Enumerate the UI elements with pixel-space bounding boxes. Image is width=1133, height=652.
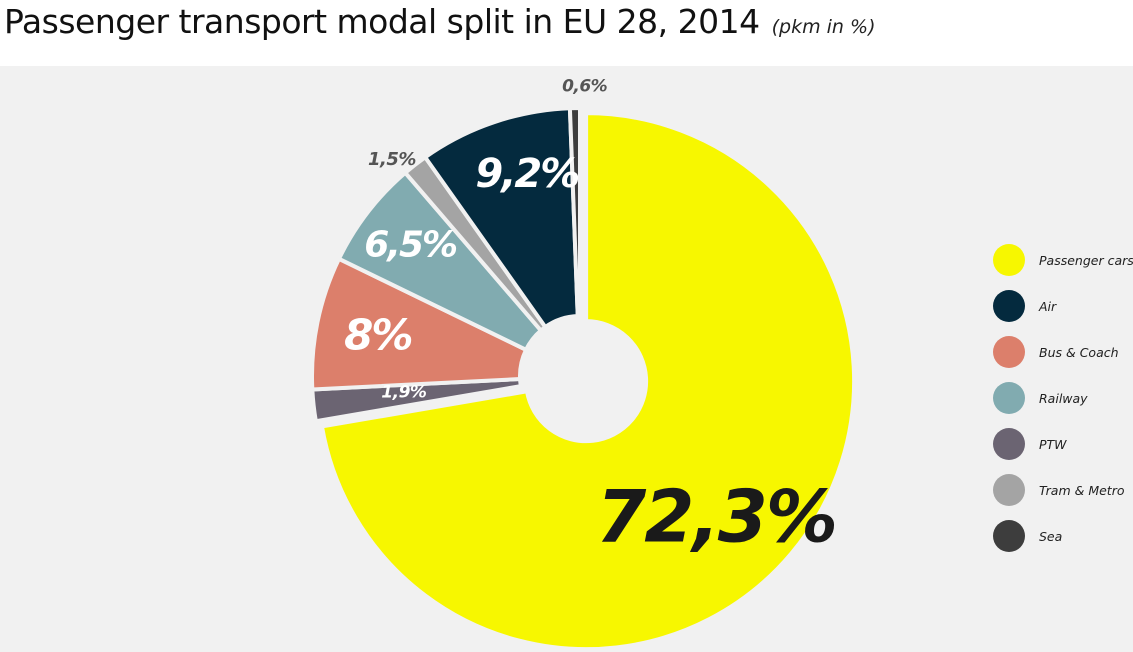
legend-label: Tram & Metro bbox=[1039, 482, 1125, 498]
legend-label: Bus & Coach bbox=[1039, 344, 1119, 360]
legend-swatch bbox=[993, 244, 1025, 276]
data-label-ptw: 1,9% bbox=[381, 382, 427, 402]
data-label-railway: 6,5% bbox=[364, 225, 457, 266]
data-label-bus-coach: 8% bbox=[344, 310, 411, 359]
data-label-air: 9,2% bbox=[475, 151, 578, 197]
slice-sea bbox=[567, 106, 582, 319]
chart-panel: 72,3% 1,9% 8% 6,5% 1,5% 9,2% 0,6% Passenger ca… bbox=[0, 66, 1133, 652]
data-label-passenger-cars: 72,3% bbox=[596, 474, 836, 558]
legend-swatch bbox=[993, 520, 1025, 552]
data-label-tram-metro: 1,5% bbox=[368, 149, 416, 170]
legend-label: Air bbox=[1039, 298, 1057, 314]
chart-title: Passenger transport modal split in EU 28… bbox=[4, 2, 875, 41]
legend-item-bus-coach: Bus & Coach bbox=[993, 336, 1133, 368]
legend: Passenger cars Air Bus & Coach Railway P… bbox=[993, 244, 1133, 566]
legend-item-railway: Railway bbox=[993, 382, 1133, 414]
legend-item-passenger-cars: Passenger cars bbox=[993, 244, 1133, 276]
legend-swatch bbox=[993, 290, 1025, 322]
legend-label: Railway bbox=[1039, 390, 1088, 406]
legend-label: Passenger cars bbox=[1039, 252, 1133, 268]
chart-header: Passenger transport modal split in EU 28… bbox=[0, 0, 1133, 66]
legend-label: Sea bbox=[1039, 528, 1063, 544]
legend-swatch bbox=[993, 474, 1025, 506]
data-label-sea: 0,6% bbox=[562, 77, 608, 97]
legend-item-tram-metro: Tram & Metro bbox=[993, 474, 1133, 506]
legend-swatch bbox=[993, 336, 1025, 368]
donut-chart: 72,3% 1,9% 8% 6,5% 1,5% 9,2% 0,6% bbox=[310, 77, 857, 652]
slices-group bbox=[310, 106, 857, 652]
legend-item-ptw: PTW bbox=[993, 428, 1133, 460]
slice-railway bbox=[336, 170, 543, 352]
legend-swatch bbox=[993, 382, 1025, 414]
labels-group: 72,3% 1,9% 8% 6,5% 1,5% 9,2% 0,6% bbox=[344, 77, 838, 559]
slice-passenger-cars bbox=[319, 111, 857, 652]
legend-label: PTW bbox=[1039, 436, 1067, 452]
slice-air bbox=[423, 106, 580, 330]
slice-bus-coach bbox=[310, 256, 529, 392]
legend-item-sea: Sea bbox=[993, 520, 1133, 552]
chart-title-text: Passenger transport modal split in EU 28… bbox=[4, 2, 760, 41]
legend-swatch bbox=[993, 428, 1025, 460]
chart-subtitle: (pkm in %) bbox=[771, 16, 876, 38]
legend-item-air: Air bbox=[993, 290, 1133, 322]
